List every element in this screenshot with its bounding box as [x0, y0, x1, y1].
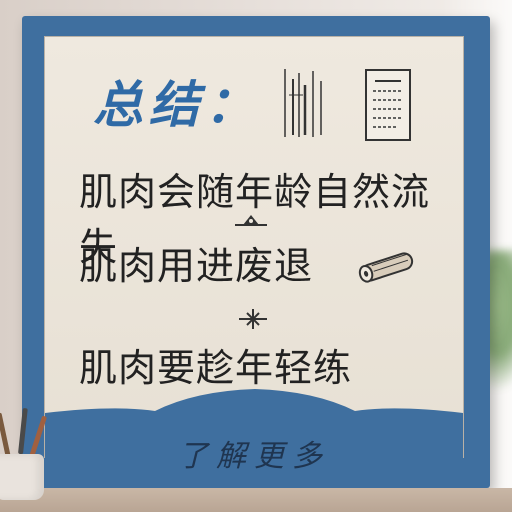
document-icon — [365, 69, 411, 141]
chart-sketch-icon — [284, 69, 322, 137]
shelf — [0, 488, 512, 512]
pencil — [0, 412, 11, 459]
pencil-cup-icon — [0, 454, 44, 500]
learn-more-button[interactable]: 了解更多 — [45, 389, 463, 491]
board-panel: 总结： 肌肉会随年龄自然流失 肌肉用进废退 — [44, 36, 464, 491]
summary-line-1: 肌肉会随年龄自然流失 — [79, 170, 431, 269]
summary-heading: 总结： — [93, 75, 261, 134]
summary-line-3: 肌肉要趁年轻练 — [79, 346, 353, 390]
divider-ornament-icon — [239, 309, 267, 329]
wave-decoration — [45, 389, 463, 423]
scroll-icon — [358, 252, 414, 283]
learn-more-label: 了解更多 — [178, 439, 330, 474]
divider-ornament-icon — [235, 215, 267, 226]
summary-line-2: 肌肉用进废退 — [79, 244, 314, 288]
